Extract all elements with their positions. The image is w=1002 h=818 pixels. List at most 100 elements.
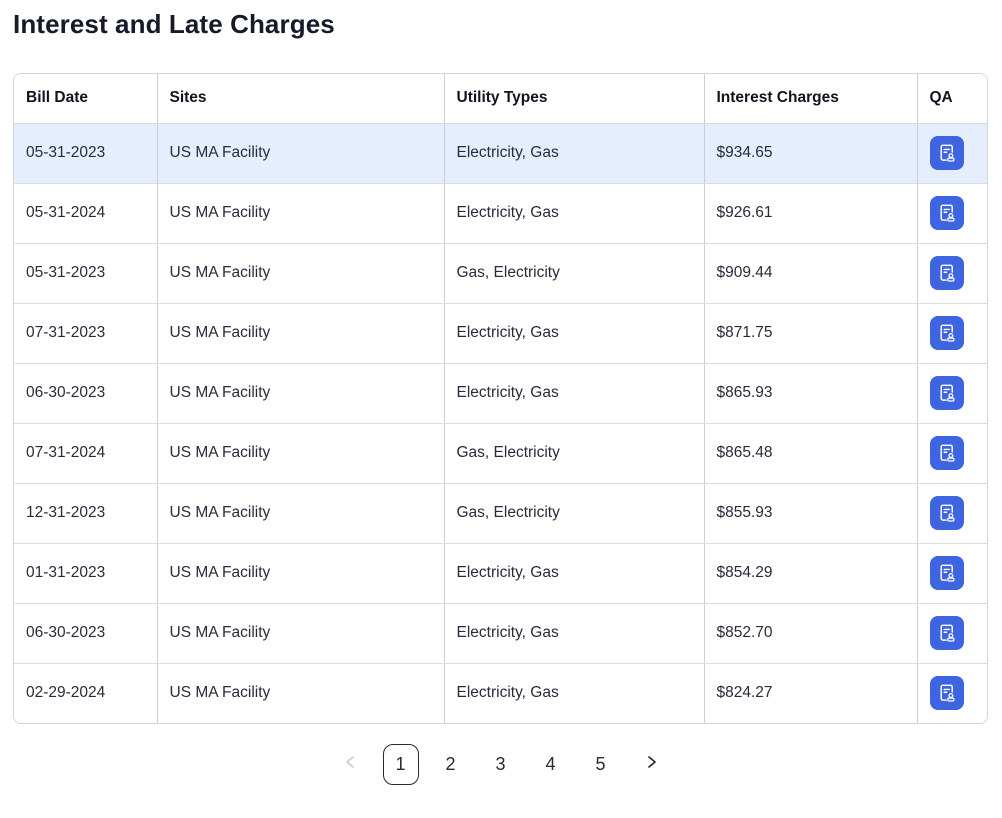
- document-user-icon: [936, 142, 958, 164]
- pagination-page-5[interactable]: 5: [583, 744, 619, 785]
- bill-date-cell: 07-31-2024: [14, 423, 158, 484]
- qa-cell: [917, 603, 987, 664]
- site-cell: US MA Facility: [157, 123, 445, 184]
- utility-types-cell: Electricity, Gas: [444, 183, 705, 244]
- qa-button[interactable]: [929, 256, 964, 291]
- interest-late-charges-table: Bill Date Sites Utility Types Interest Char…: [13, 73, 988, 725]
- pagination-prev-button[interactable]: [333, 744, 369, 785]
- site-cell: US MA Facility: [157, 663, 445, 724]
- pagination-page-2[interactable]: 2: [433, 744, 469, 785]
- bill-date-cell: 06-30-2023: [14, 363, 158, 424]
- qa-button[interactable]: [929, 676, 964, 711]
- utility-types-cell: Electricity, Gas: [444, 543, 705, 604]
- site-cell: US MA Facility: [157, 303, 445, 364]
- qa-cell: [917, 303, 987, 364]
- document-user-icon: [936, 502, 958, 524]
- column-header-utility-types: Utility Types: [444, 74, 705, 124]
- site-cell: US MA Facility: [157, 483, 445, 544]
- table-row: 07-31-2023 US MA Facility Electricity, G…: [14, 303, 987, 364]
- pagination-page-4[interactable]: 4: [533, 744, 569, 785]
- qa-cell: [917, 363, 987, 424]
- table-header-row: Bill Date Sites Utility Types Interest Char…: [14, 74, 987, 124]
- utility-types-cell: Electricity, Gas: [444, 603, 705, 664]
- bill-date-cell: 06-30-2023: [14, 603, 158, 664]
- column-header-interest-charges: Interest Charges: [704, 74, 918, 124]
- document-user-icon: [936, 202, 958, 224]
- interest-charges-cell: $926.61: [704, 183, 918, 244]
- interest-charges-cell: $909.44: [704, 243, 918, 304]
- data-table: Bill Date Sites Utility Types Interest Char…: [14, 74, 987, 724]
- utility-types-cell: Electricity, Gas: [444, 123, 705, 184]
- site-cell: US MA Facility: [157, 543, 445, 604]
- page: Interest and Late Charges Bill Date Sites…: [13, 9, 988, 786]
- table-row: 05-31-2024 US MA Facility Electricity, G…: [14, 183, 987, 244]
- table-row: 05-31-2023 US MA Facility Gas, Electrici…: [14, 243, 987, 304]
- qa-button[interactable]: [929, 436, 964, 471]
- interest-charges-cell: $852.70: [704, 603, 918, 664]
- qa-button[interactable]: [929, 556, 964, 591]
- bill-date-cell: 01-31-2023: [14, 543, 158, 604]
- qa-cell: [917, 243, 987, 304]
- interest-charges-cell: $854.29: [704, 543, 918, 604]
- interest-charges-cell: $871.75: [704, 303, 918, 364]
- chevron-right-icon: [643, 754, 659, 775]
- chevron-left-icon: [343, 754, 359, 775]
- qa-button[interactable]: [929, 196, 964, 231]
- site-cell: US MA Facility: [157, 243, 445, 304]
- pagination-page-1[interactable]: 1: [382, 744, 419, 786]
- column-header-qa: QA: [917, 74, 987, 124]
- utility-types-cell: Gas, Electricity: [444, 243, 705, 304]
- document-user-icon: [936, 442, 958, 464]
- utility-types-cell: Electricity, Gas: [444, 663, 705, 724]
- interest-charges-cell: $934.65: [704, 123, 918, 184]
- qa-button[interactable]: [929, 376, 964, 411]
- qa-cell: [917, 483, 987, 544]
- table-row: 06-30-2023 US MA Facility Electricity, G…: [14, 363, 987, 424]
- bill-date-cell: 05-31-2023: [14, 243, 158, 304]
- qa-cell: [917, 123, 987, 184]
- table-row: 02-29-2024 US MA Facility Electricity, G…: [14, 663, 987, 724]
- table-row: 01-31-2023 US MA Facility Electricity, G…: [14, 543, 987, 604]
- bill-date-cell: 07-31-2023: [14, 303, 158, 364]
- document-user-icon: [936, 322, 958, 344]
- qa-cell: [917, 183, 987, 244]
- pagination-page-3[interactable]: 3: [483, 744, 519, 785]
- interest-charges-cell: $865.48: [704, 423, 918, 484]
- qa-cell: [917, 423, 987, 484]
- page-title: Interest and Late Charges: [13, 9, 335, 39]
- interest-charges-cell: $865.93: [704, 363, 918, 424]
- table-row: 12-31-2023 US MA Facility Gas, Electrici…: [14, 483, 987, 544]
- qa-cell: [917, 663, 987, 724]
- site-cell: US MA Facility: [157, 183, 445, 244]
- utility-types-cell: Electricity, Gas: [444, 363, 705, 424]
- utility-types-cell: Electricity, Gas: [444, 303, 705, 364]
- qa-button[interactable]: [929, 316, 964, 351]
- bill-date-cell: 05-31-2023: [14, 123, 158, 184]
- qa-button[interactable]: [929, 616, 964, 651]
- bill-date-cell: 05-31-2024: [14, 183, 158, 244]
- interest-charges-cell: $824.27: [704, 663, 918, 724]
- document-user-icon: [936, 382, 958, 404]
- qa-button[interactable]: [929, 496, 964, 531]
- document-user-icon: [936, 562, 958, 584]
- document-user-icon: [936, 682, 958, 704]
- qa-button[interactable]: [929, 136, 964, 171]
- table-row: 07-31-2024 US MA Facility Gas, Electrici…: [14, 423, 987, 484]
- utility-types-cell: Gas, Electricity: [444, 423, 705, 484]
- site-cell: US MA Facility: [157, 363, 445, 424]
- site-cell: US MA Facility: [157, 603, 445, 664]
- qa-cell: [917, 543, 987, 604]
- document-user-icon: [936, 622, 958, 644]
- utility-types-cell: Gas, Electricity: [444, 483, 705, 544]
- column-header-bill-date: Bill Date: [14, 74, 158, 124]
- bill-date-cell: 02-29-2024: [14, 663, 158, 724]
- document-user-icon: [936, 262, 958, 284]
- table-row: 05-31-2023 US MA Facility Electricity, G…: [14, 123, 987, 184]
- column-header-site: Sites: [157, 74, 445, 124]
- pagination-next-button[interactable]: [633, 744, 669, 785]
- interest-charges-cell: $855.93: [704, 483, 918, 544]
- bill-date-cell: 12-31-2023: [14, 483, 158, 544]
- site-cell: US MA Facility: [157, 423, 445, 484]
